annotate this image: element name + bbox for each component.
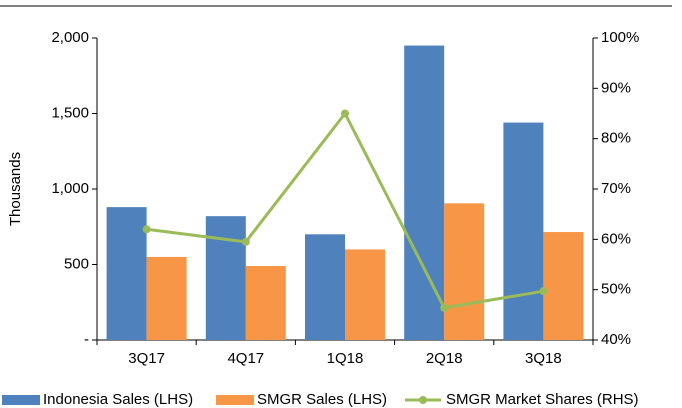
- legend-swatch: [419, 396, 427, 404]
- y2-tick-label: 70%: [601, 180, 631, 197]
- bar: [404, 45, 445, 341]
- x-tick-label: 3Q17: [128, 350, 165, 367]
- y-tick-label: 500: [64, 255, 89, 272]
- x-tick-label: 3Q18: [525, 350, 562, 367]
- point: [440, 303, 449, 312]
- y2-tick-label: 60%: [601, 230, 631, 247]
- x-tick-label: 1Q18: [327, 350, 364, 367]
- point: [341, 109, 349, 118]
- y2-tick-label: 50%: [601, 281, 631, 298]
- bar: [245, 266, 286, 340]
- y-axis-label: Thousands: [7, 152, 24, 226]
- y-tick-label: 1,000: [51, 180, 89, 197]
- bar: [305, 234, 345, 340]
- bar: [106, 207, 147, 340]
- y-tick-label: 2,000: [51, 29, 89, 46]
- x-tick-label: 4Q17: [227, 350, 264, 367]
- bar: [543, 232, 584, 340]
- legend-label: SMGR Sales (LHS): [257, 391, 387, 408]
- x-tick-label: 2Q18: [426, 350, 463, 367]
- legend-swatch: [2, 395, 40, 405]
- y2-tick-label: 80%: [601, 130, 631, 147]
- point: [241, 237, 250, 246]
- bar: [503, 122, 544, 340]
- legend-swatch: [216, 395, 254, 405]
- y2-tick-label: 40%: [601, 331, 631, 348]
- point: [539, 287, 548, 296]
- y2-tick-label: 90%: [601, 79, 631, 96]
- bar: [444, 203, 485, 340]
- bar: [146, 256, 187, 340]
- y-tick-label: 1,500: [51, 104, 89, 121]
- y-tick-label: -: [84, 331, 89, 348]
- bar: [205, 216, 246, 340]
- point: [142, 225, 151, 234]
- legend-label: Indonesia Sales (LHS): [43, 391, 193, 408]
- bar: [345, 249, 385, 340]
- y2-tick-label: 100%: [601, 29, 639, 46]
- legend-label: SMGR Market Shares (RHS): [446, 391, 639, 408]
